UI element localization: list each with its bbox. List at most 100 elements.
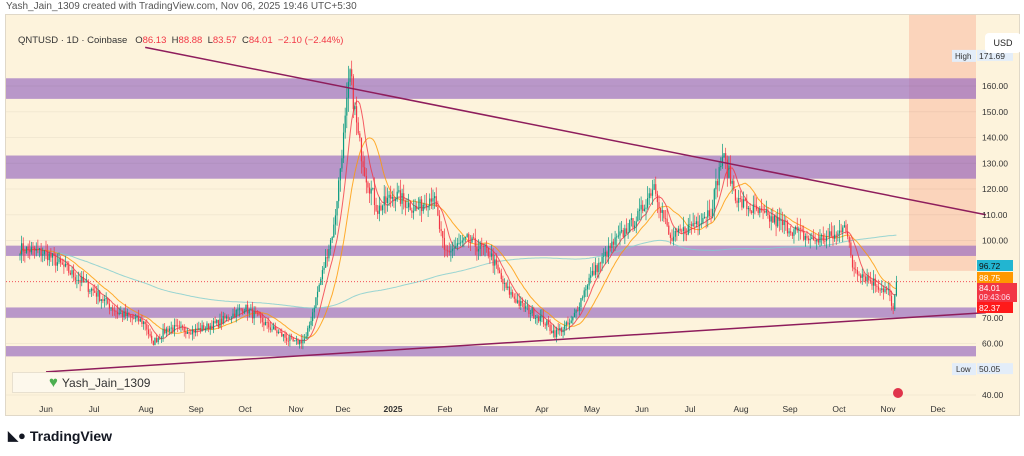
economic-event-icon bbox=[893, 388, 903, 398]
candle-body bbox=[689, 224, 691, 226]
candle-body bbox=[432, 198, 434, 202]
candle-body bbox=[312, 312, 314, 321]
candle-body bbox=[477, 248, 480, 252]
candle-body bbox=[653, 184, 655, 190]
candle-body bbox=[842, 227, 844, 233]
candle-body bbox=[682, 227, 684, 231]
symbol-info[interactable]: QNTUSD · 1D · Coinbase bbox=[18, 35, 128, 46]
candle-body bbox=[564, 325, 566, 330]
candle-body bbox=[632, 218, 634, 228]
candle-body bbox=[738, 198, 740, 203]
candle-body bbox=[781, 219, 784, 226]
candle-body bbox=[658, 202, 660, 209]
candle-body bbox=[871, 280, 873, 286]
candle-body bbox=[791, 232, 793, 236]
candle-body bbox=[103, 299, 106, 301]
currency-button[interactable]: USD bbox=[985, 33, 1021, 53]
candle-body bbox=[562, 329, 564, 333]
candle-body bbox=[482, 246, 484, 247]
candle-body bbox=[328, 249, 330, 259]
candle-body bbox=[321, 270, 324, 280]
candle-body bbox=[716, 181, 719, 186]
open-value: 86.13 bbox=[142, 35, 167, 46]
ma-slow-line bbox=[19, 234, 897, 309]
candle-body bbox=[816, 239, 818, 242]
candle-body bbox=[43, 250, 45, 255]
candle-body bbox=[681, 230, 683, 232]
candle-body bbox=[749, 207, 751, 212]
candle-body bbox=[741, 199, 743, 208]
tradingview-logo[interactable]: ◣● TradingView bbox=[8, 428, 112, 444]
candle-body bbox=[172, 327, 174, 332]
candle-body bbox=[640, 204, 642, 210]
candle-body bbox=[676, 230, 678, 233]
candle-body bbox=[170, 327, 172, 329]
candle-body bbox=[95, 292, 98, 297]
candle-body bbox=[629, 219, 631, 233]
candle-body bbox=[191, 329, 193, 335]
candle-body bbox=[100, 299, 102, 301]
x-tick-label: Dec bbox=[335, 404, 351, 414]
candle-body bbox=[687, 224, 689, 235]
candle-body bbox=[199, 327, 202, 332]
candle-body bbox=[547, 320, 550, 325]
candle-body bbox=[128, 312, 130, 316]
candle-body bbox=[822, 235, 824, 241]
candle-body bbox=[772, 216, 774, 223]
candle-body bbox=[245, 304, 247, 312]
candle-body bbox=[557, 329, 559, 331]
candle-body bbox=[525, 306, 527, 309]
candle-body bbox=[164, 328, 166, 334]
candle-body bbox=[253, 311, 255, 319]
candle-body bbox=[255, 311, 257, 314]
candle-body bbox=[840, 230, 842, 233]
candle-body bbox=[445, 249, 447, 251]
candle-body bbox=[647, 198, 649, 208]
close-value: 84.01 bbox=[248, 35, 273, 46]
candle-body bbox=[141, 319, 143, 324]
candle-body bbox=[780, 219, 782, 221]
candle-body bbox=[277, 331, 280, 334]
candle-body bbox=[406, 207, 408, 209]
candle-body bbox=[645, 207, 647, 209]
candle-body bbox=[887, 289, 889, 291]
candle-body bbox=[123, 311, 125, 317]
x-tick-label: Sep bbox=[782, 404, 797, 414]
candle-body bbox=[877, 286, 880, 290]
candle-body bbox=[663, 210, 665, 219]
candle-body bbox=[599, 262, 602, 264]
candle-body bbox=[534, 318, 537, 319]
candle-body bbox=[616, 236, 618, 238]
candle-body bbox=[258, 313, 260, 315]
candle-body bbox=[464, 237, 467, 238]
candle-body bbox=[359, 133, 361, 139]
candle-body bbox=[516, 300, 519, 303]
chart-frame[interactable]: 160.00 150.00 140.00 130.00 120.00 110.00 100.… bbox=[5, 14, 1021, 417]
candle-body bbox=[598, 262, 600, 273]
low-value: 83.57 bbox=[212, 35, 237, 46]
candle-body bbox=[742, 199, 745, 208]
y-tick-label: 120.00 bbox=[982, 184, 1008, 194]
candle-body bbox=[520, 301, 522, 306]
candle-body bbox=[486, 244, 488, 248]
candle-body bbox=[424, 204, 426, 206]
candle-body bbox=[619, 231, 621, 236]
candle-body bbox=[868, 276, 870, 281]
x-tick-label: Nov bbox=[880, 404, 896, 414]
candle-body bbox=[634, 225, 636, 228]
candle-body bbox=[391, 196, 393, 199]
price-chart[interactable]: 160.00 150.00 140.00 130.00 120.00 110.00 100.… bbox=[6, 15, 1021, 417]
candle-body bbox=[81, 276, 83, 283]
candle-body bbox=[447, 250, 449, 252]
candle-body bbox=[398, 190, 400, 192]
candle-body bbox=[331, 237, 333, 241]
candle-body bbox=[417, 208, 419, 210]
candle-body bbox=[744, 199, 746, 201]
candle-body bbox=[188, 332, 190, 334]
candle-body bbox=[894, 295, 896, 310]
symbol-legend: QNTUSD · 1D · Coinbase O86.13 H88.88 L83… bbox=[18, 35, 343, 46]
candle-body bbox=[404, 200, 406, 208]
candle-body bbox=[175, 325, 177, 326]
candle-body bbox=[757, 209, 759, 213]
candle-body bbox=[180, 325, 182, 327]
